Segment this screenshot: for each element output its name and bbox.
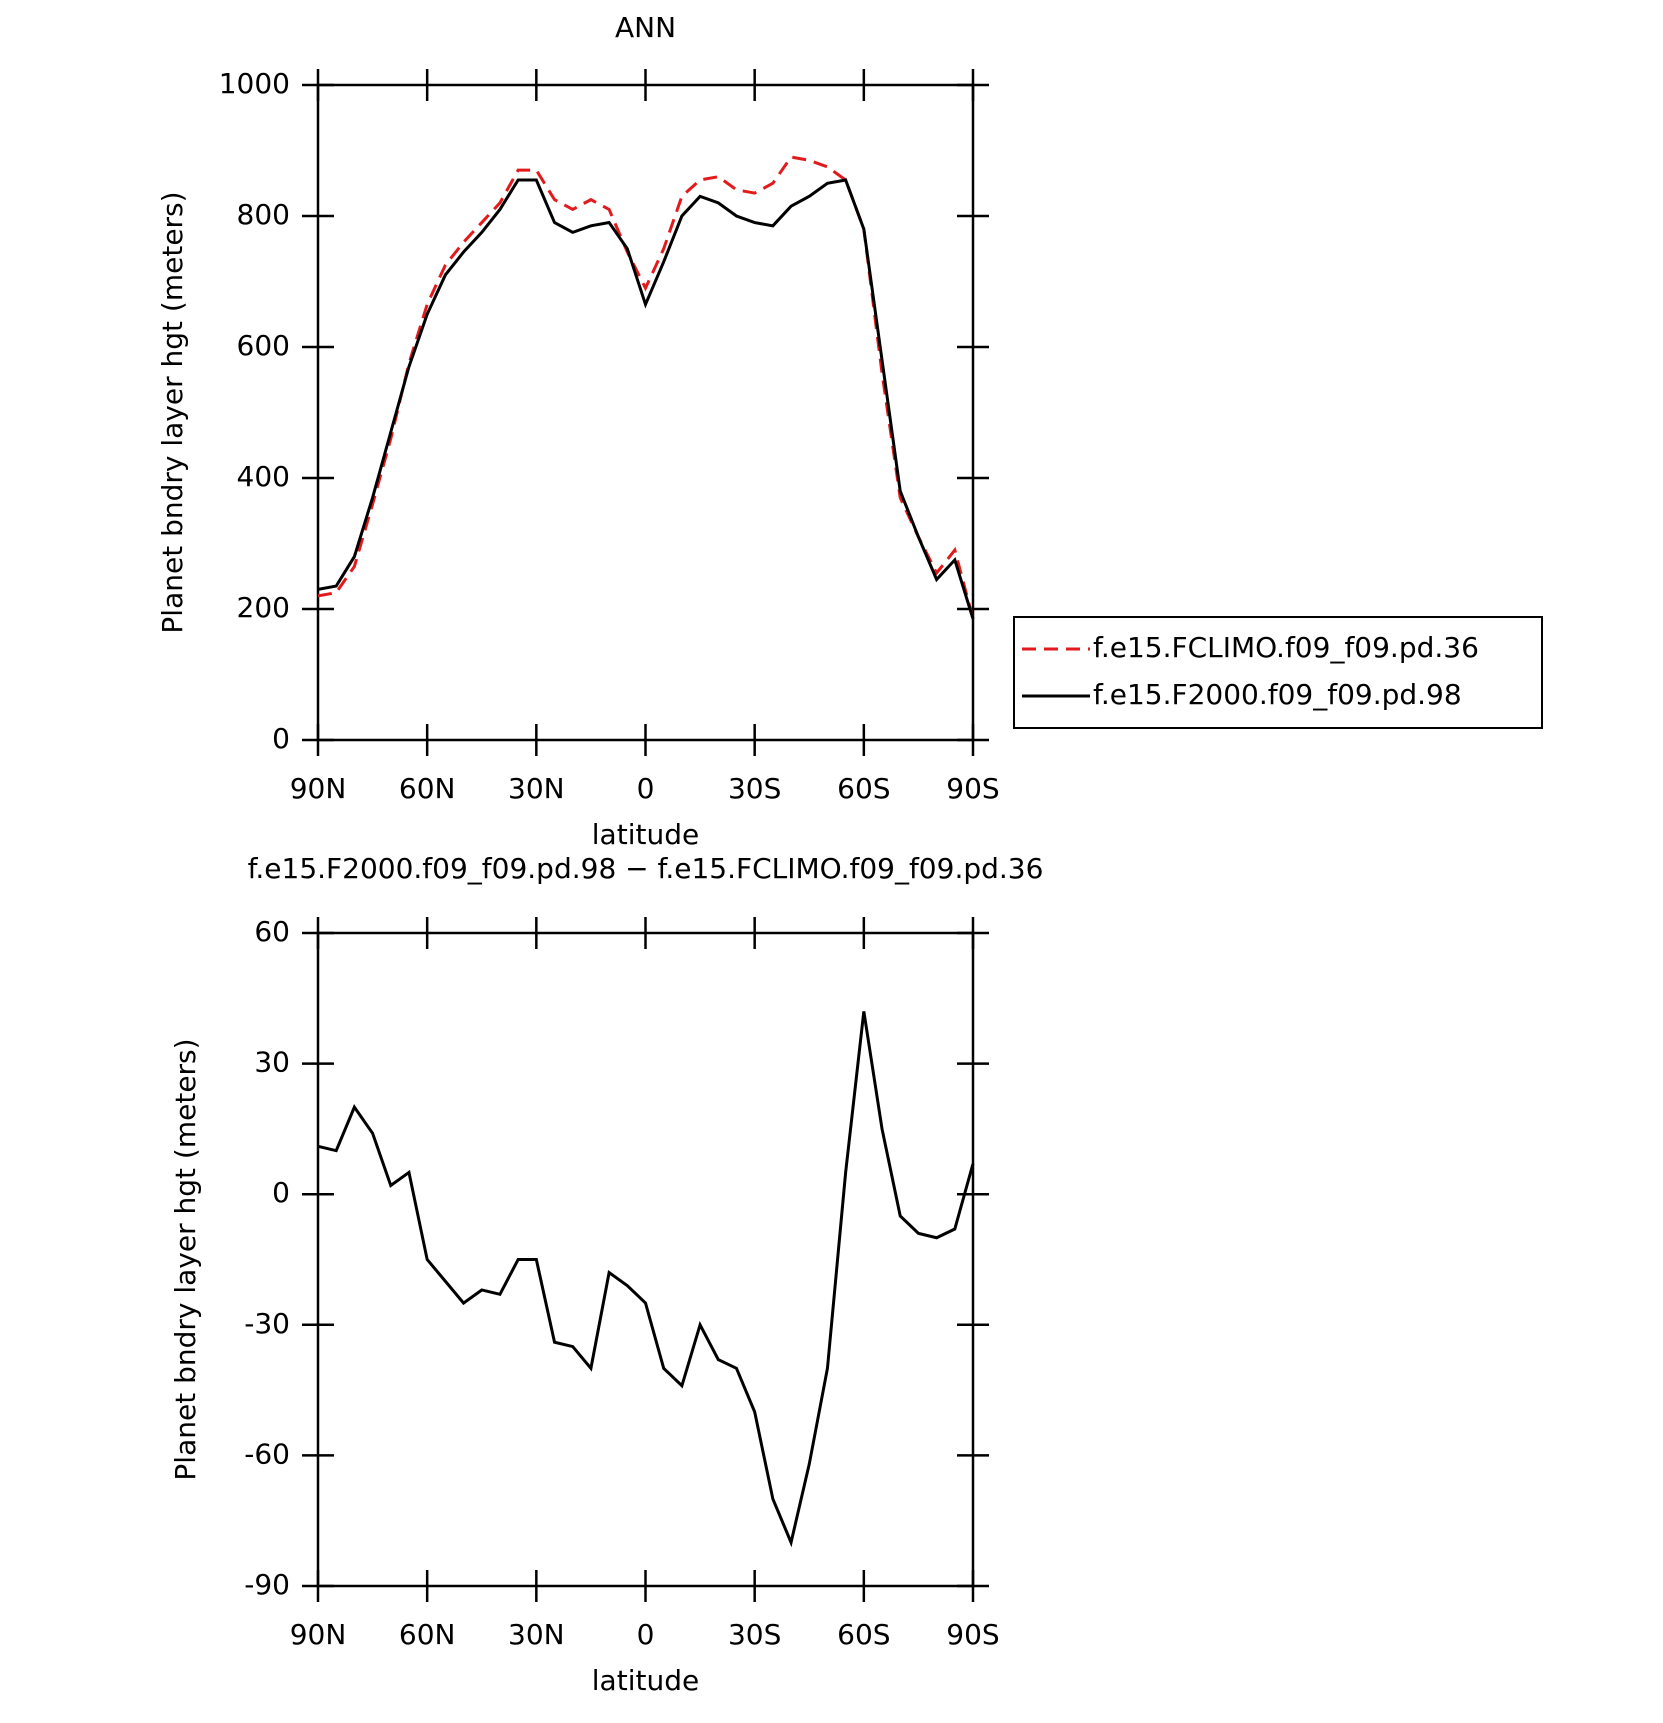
y-tick-label: -90 [244,1568,290,1601]
x-tick-label: 90N [290,772,347,805]
y-axis-label: Planet bndry layer hgt (meters) [156,191,189,633]
x-tick-label: 30S [728,1618,781,1651]
x-tick-label: 60N [399,772,456,805]
y-tick-label: 400 [237,460,290,493]
data-line [317,1011,975,1548]
y-tick-label: 60 [254,915,290,948]
x-tick-label: 90S [946,772,999,805]
x-axis-label: latitude [592,1664,699,1697]
plot-frame [316,931,975,1588]
data-line [317,178,975,620]
legend-label: f.e15.FCLIMO.f09_f09.pd.36 [1093,631,1479,664]
x-tick-label: 60S [837,1618,890,1651]
x-tick-label: 0 [637,772,655,805]
y-tick-label: 200 [237,591,290,624]
x-tick-label: 90S [946,1618,999,1651]
plot-frame [316,83,975,742]
legend-box [1013,616,1543,729]
x-tick-label: 30N [508,1618,565,1651]
y-tick-label: -60 [244,1437,290,1470]
x-tick-label: 30S [728,772,781,805]
y-tick-label: 800 [237,198,290,231]
y-tick-label: 1000 [219,67,290,100]
x-tick-label: 30N [508,772,565,805]
x-tick-label: 60N [399,1618,456,1651]
y-tick-label: 30 [254,1046,290,1079]
y-tick-label: 0 [272,1176,290,1209]
y-tick-label: -30 [244,1307,290,1340]
x-tick-label: 90N [290,1618,347,1651]
data-line [317,155,975,620]
chart-title: ANN [615,11,676,44]
y-tick-label: 600 [237,329,290,362]
legend-label: f.e15.F2000.f09_f09.pd.98 [1093,678,1462,711]
chart-title: f.e15.F2000.f09_f09.pd.98 − f.e15.FCLIMO… [248,852,1044,885]
x-tick-label: 60S [837,772,890,805]
y-axis-label: Planet bndry layer hgt (meters) [169,1038,202,1480]
y-tick-label: 0 [272,722,290,755]
x-tick-label: 0 [637,1618,655,1651]
x-axis-label: latitude [592,818,699,851]
